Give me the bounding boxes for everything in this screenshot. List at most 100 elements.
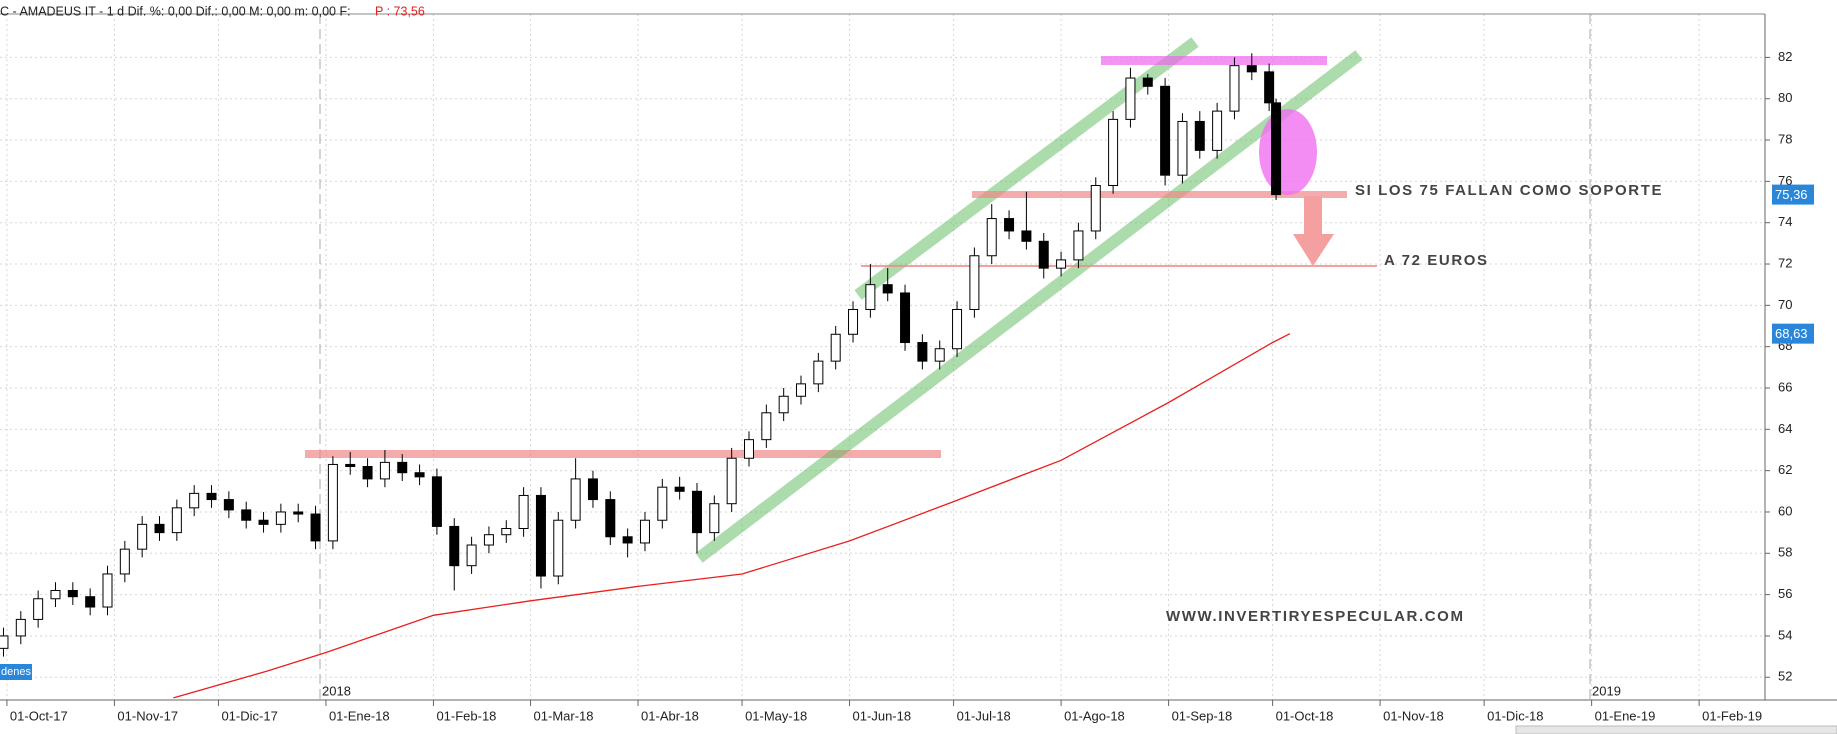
annotation: SI LOS 75 FALLAN COMO SOPORTE [1355,182,1663,199]
candle-body [657,486,668,521]
x-tick-label: 01-Jun-18 [853,708,912,723]
candle-body [483,534,494,546]
y-tick-label: 72 [1778,255,1792,270]
x-tick-label: 01-Dic-18 [1487,708,1543,723]
candle-body [900,292,911,344]
candle-body [518,494,529,529]
candle-body [796,383,807,397]
year-label: 2018 [322,683,351,698]
candle-body [33,598,44,620]
target-line [861,265,1377,267]
candle-body [1160,85,1171,176]
candle-body [1212,110,1223,151]
candle-body [119,548,130,575]
price-tag-label: 68,63 [1775,326,1808,341]
x-tick-label: 01-Feb-18 [436,708,496,723]
y-tick-label: 80 [1778,90,1792,105]
candle-body [743,439,754,459]
grid [0,14,1765,700]
candle-body [154,523,165,534]
watermark: WWW.INVERTIRYESPECULAR.COM [1166,608,1465,625]
y-tick-label: 66 [1778,379,1792,394]
candle-body [1264,71,1275,104]
candle-body [848,308,859,335]
y-tick-label: 52 [1778,669,1792,684]
year-label: 2019 [1592,683,1621,698]
scrollbar[interactable] [1515,725,1837,734]
candle-body [934,348,945,362]
candle-body [189,492,200,509]
candle-body [917,342,928,362]
tab[interactable] [0,664,32,680]
x-tick-label: 01-Ago-18 [1064,708,1125,723]
candle-body [293,511,304,515]
arrow-shaft [1304,196,1322,236]
candle-body [1229,65,1240,112]
price-tag [1772,184,1814,205]
y-tick-label: 54 [1778,627,1792,642]
y-tick-label: 74 [1778,214,1792,229]
x-tick-label: 01-Jul-18 [957,708,1011,723]
candle-body [726,457,737,505]
candle-body [310,513,321,542]
candle-body [986,218,997,257]
candle-body [761,412,772,441]
x-tick-label: 01-Oct-18 [1276,708,1334,723]
candle-body [102,573,113,608]
candle-body [275,511,286,525]
candle-body [362,466,373,480]
y-tick-label: 58 [1778,545,1792,560]
candle-body [241,509,252,521]
moving-average [173,333,1291,699]
y-tick-label: 82 [1778,49,1792,64]
candle-body [1108,118,1119,186]
x-tick-label: 01-Nov-18 [1383,708,1444,723]
candle-body [1056,259,1067,269]
x-tick-label: 01-May-18 [745,708,807,723]
y-tick-label: 78 [1778,131,1792,146]
candle-body [1038,240,1049,269]
y-tick-label: 56 [1778,586,1792,601]
x-tick-label: 01-Dic-17 [221,708,277,723]
candle-body [570,478,581,521]
candle-body [830,333,841,362]
candle-body [1073,230,1084,261]
candle-body [137,523,148,550]
annotation: A 72 EUROS [1384,252,1489,269]
arrow-head [1293,234,1334,266]
candle-body [622,536,633,544]
marks [0,53,1291,699]
candle-body [535,494,546,577]
tab-label[interactable]: denes [1,666,31,678]
candle-body [449,525,460,567]
candle-body [587,478,598,501]
candle-body [969,255,980,310]
highlight-ellipse [1259,109,1317,195]
candle-body [709,503,720,534]
candle-body [605,499,616,538]
y-tick-label: 70 [1778,297,1792,312]
x-tick-label: 01-Sep-18 [1172,708,1233,723]
candle-body [345,463,356,468]
channel-line [854,37,1199,300]
candle-body [813,360,824,385]
candle-body [1271,102,1282,196]
candle-body [171,507,182,534]
y-tick-label: 64 [1778,421,1792,436]
candle-body [1021,230,1032,242]
top-band [1101,56,1327,65]
candle-body [85,596,96,608]
candle-body [397,461,408,474]
candle-body [0,635,9,649]
x-tick-label: 01-Ene-19 [1595,708,1656,723]
candle-body [466,544,477,567]
candle-body [1125,77,1136,120]
y-tick-label: 60 [1778,503,1792,518]
channel-line [695,50,1363,563]
candle-body [1090,185,1101,232]
candle-body [379,461,390,480]
candle-body [501,528,512,536]
candle-body [1246,65,1257,73]
